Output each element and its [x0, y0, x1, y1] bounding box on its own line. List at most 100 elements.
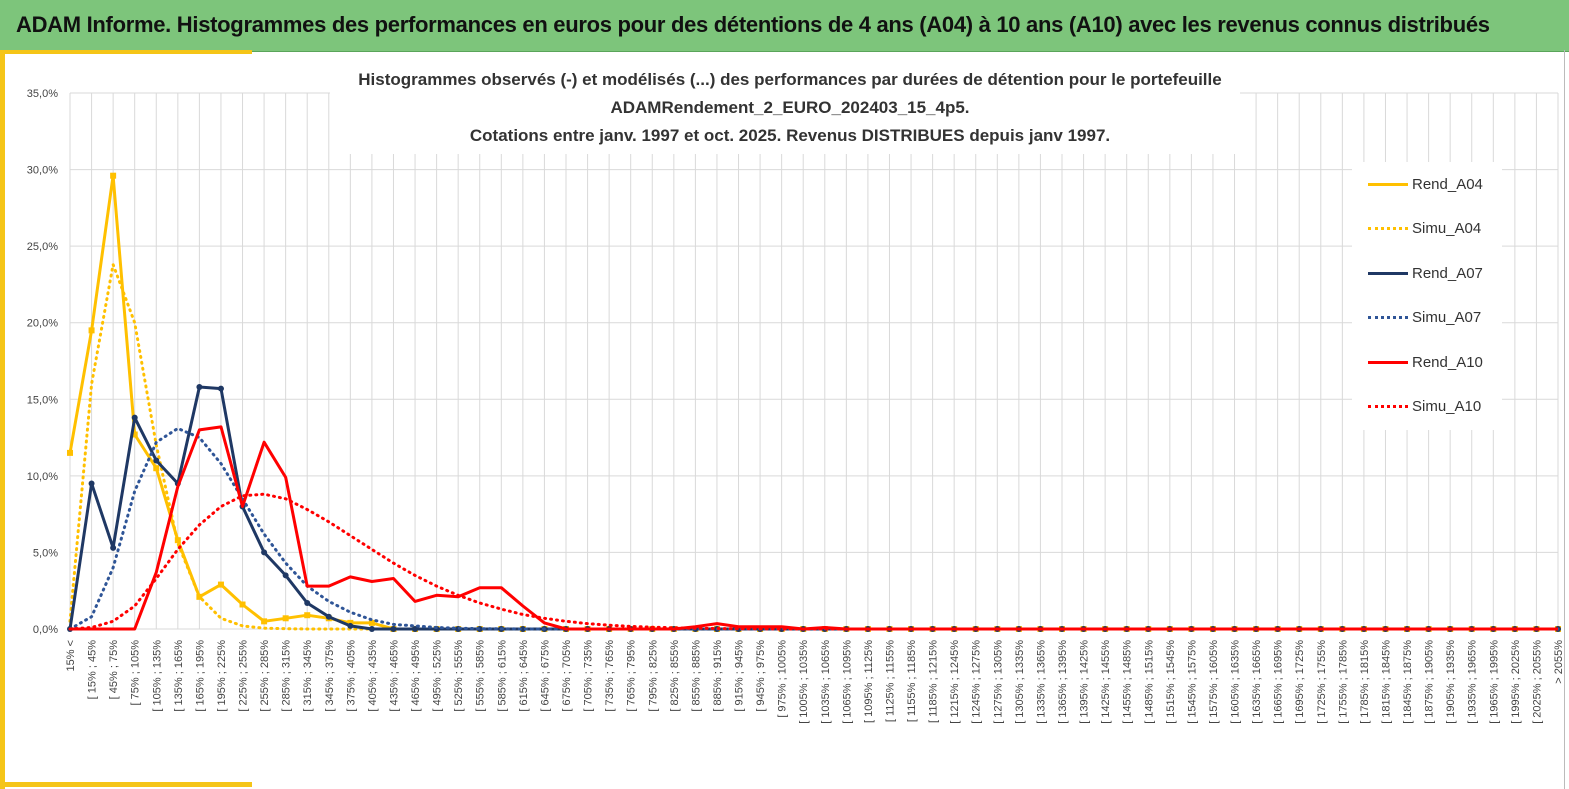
x-tick-label: [ 1335% ; 1365% — [1035, 640, 1047, 724]
legend-label: Simu_A04 — [1412, 220, 1482, 237]
x-tick-label: [ 1815% ; 1845% — [1380, 640, 1392, 724]
x-tick-label: [ 195% ; 225% — [216, 640, 228, 712]
x-tick-label: [ 1365% ; 1395% — [1057, 640, 1069, 724]
point-rend-a04 — [368, 619, 375, 626]
x-tick-label: [ 645% ; 675% — [539, 640, 551, 712]
x-tick-label: [ 1485% ; 1515% — [1143, 640, 1155, 724]
x-tick-label: [ 75% ; 105% — [130, 640, 142, 706]
x-tick-label: 15% < — [65, 640, 77, 672]
legend-swatch — [1368, 271, 1408, 275]
x-tick-label: [ 1515% ; 1545% — [1165, 640, 1177, 724]
x-tick-label: [ 885% ; 915% — [712, 640, 724, 712]
x-tick-label: [ 1695% ; 1725% — [1294, 640, 1306, 724]
x-tick-label: [ 1725% ; 1755% — [1316, 640, 1328, 724]
legend-item-rend-a04: Rend_A04 — [1368, 174, 1483, 194]
point-rend-a04 — [261, 618, 268, 625]
x-tick-label: [ 105% ; 135% — [151, 640, 163, 712]
legend-item-simu-a07: Simu_A07 — [1368, 308, 1481, 328]
x-tick-label: [ 375% ; 405% — [345, 640, 357, 712]
x-tick-label: [ 1425% ; 1455% — [1100, 640, 1112, 724]
x-tick-label: [ 975% ; 1005% — [777, 640, 789, 718]
point-rend-a07 — [282, 572, 289, 579]
x-tick-label: [ 525% ; 555% — [453, 640, 465, 712]
point-rend-a07 — [88, 480, 95, 487]
x-tick-label: [ 1185% ; 1215% — [928, 640, 940, 723]
x-tick-label: [ 315% ; 345% — [302, 640, 314, 712]
y-tick-label: 25,0% — [27, 241, 58, 253]
point-rend-a04 — [217, 581, 224, 588]
series-line-simu-a10 — [68, 492, 1560, 631]
legend-item-rend-a10: Rend_A10 — [1368, 352, 1483, 372]
y-tick-label: 10,0% — [27, 471, 58, 483]
x-tick-label: [ 1935% ; 1965% — [1467, 640, 1479, 724]
x-tick-label: [ 1575% ; 1605% — [1208, 640, 1220, 724]
point-rend-a07 — [519, 626, 526, 632]
x-tick-label: [ 1245% ; 1275% — [971, 640, 983, 724]
x-tick-label: [ 705% ; 735% — [583, 640, 595, 712]
point-rend-a04 — [67, 449, 73, 456]
y-tick-label: 15,0% — [27, 394, 58, 406]
x-tick-label: [ 405% ; 435% — [367, 640, 379, 712]
point-rend-a07 — [347, 622, 354, 629]
x-tick-label: [ 1455% ; 1485% — [1122, 640, 1134, 724]
legend-label: Simu_A07 — [1412, 309, 1482, 326]
x-tick-label: [ 1005% ; 1035% — [798, 640, 810, 724]
chart-legend: Rend_A04 Simu_A04 Rend_A07 Simu_A07 Rend_A10… — [1352, 162, 1502, 430]
x-tick-label: [ 1035% ; 1065% — [820, 640, 832, 724]
legend-swatch — [1368, 316, 1408, 319]
legend-label: Rend_A10 — [1412, 353, 1483, 371]
x-tick-label: [ 675% ; 705% — [561, 640, 573, 712]
point-rend-a07 — [110, 544, 117, 551]
x-tick-label: [ 1755% ; 1785% — [1337, 640, 1349, 724]
legend-item-rend-a07: Rend_A07 — [1368, 263, 1483, 283]
point-rend-a07 — [217, 385, 224, 392]
point-rend-a04 — [153, 465, 160, 472]
legend-item-simu-a04: Simu_A04 — [1368, 219, 1481, 239]
x-tick-label: [ 555% ; 585% — [475, 640, 487, 712]
series-line-rend-a04 — [68, 174, 1558, 631]
x-tick-label: [ 1125% ; 1155% — [884, 640, 896, 722]
frame-top-accent — [0, 50, 252, 54]
x-tick-label: [ 795% ; 825% — [647, 640, 659, 712]
x-tick-label: [ 1545% ; 1575% — [1186, 640, 1198, 724]
point-rend-a07 — [325, 613, 332, 620]
frame-bottom-accent — [0, 782, 252, 787]
x-tick-label: [ 2025% ; 2055% — [1531, 640, 1543, 724]
x-tick-label: [ 1305% ; 1335% — [1014, 640, 1026, 724]
x-tick-label: [ 255% ; 285% — [259, 640, 271, 712]
x-tick-label: [ 1905% ; 1935% — [1445, 640, 1457, 724]
x-tick-label: [ 135% ; 165% — [173, 640, 185, 712]
x-tick-label: [ 165% ; 195% — [194, 640, 206, 712]
point-rend-a04 — [347, 619, 354, 626]
x-tick-label: [ 345% ; 375% — [324, 640, 336, 712]
x-tick-label: [ 1665% ; 1695% — [1273, 640, 1285, 724]
x-tick-label: [ 945% ; 975% — [755, 640, 767, 712]
page-title: ADAM Informe. Histogrammes des performan… — [16, 12, 1490, 37]
y-tick-label: 30,0% — [27, 165, 58, 177]
x-tick-label: [ 1875% ; 1905% — [1424, 640, 1436, 724]
x-tick-label: [ 1605% ; 1635% — [1230, 640, 1242, 724]
point-rend-a04 — [304, 612, 311, 619]
point-rend-a07 — [390, 626, 397, 632]
x-tick-label: [ 1845% ; 1875% — [1402, 640, 1414, 724]
y-tick-label: 5,0% — [33, 547, 58, 559]
legend-label: Simu_A10 — [1412, 398, 1482, 415]
x-tick-label: [ 1095% ; 1125% — [863, 640, 875, 723]
series-line-rend-a10 — [70, 425, 1558, 631]
x-tick-label: [ 465% ; 495% — [410, 640, 422, 712]
x-tick-label: [ 1155% ; 1185% — [906, 640, 918, 722]
chart-title: Histogrammes observés (-) et modélisés (… — [300, 66, 1280, 150]
point-rend-a04 — [131, 431, 138, 438]
point-rend-a07 — [261, 549, 268, 556]
point-rend-a04 — [239, 601, 246, 608]
series-line-simu-a04 — [68, 263, 1560, 631]
frame-right-border — [1564, 50, 1565, 789]
x-tick-label: [ 855% ; 885% — [690, 640, 702, 712]
x-tick-label: [ 825% ; 855% — [669, 640, 681, 712]
point-rend-a07 — [153, 457, 160, 464]
x-tick-label: [ 225% ; 255% — [238, 640, 250, 712]
frame-left-accent — [0, 50, 5, 789]
point-rend-a04 — [88, 327, 95, 334]
x-tick-label: [ 1395% ; 1425% — [1079, 640, 1091, 724]
